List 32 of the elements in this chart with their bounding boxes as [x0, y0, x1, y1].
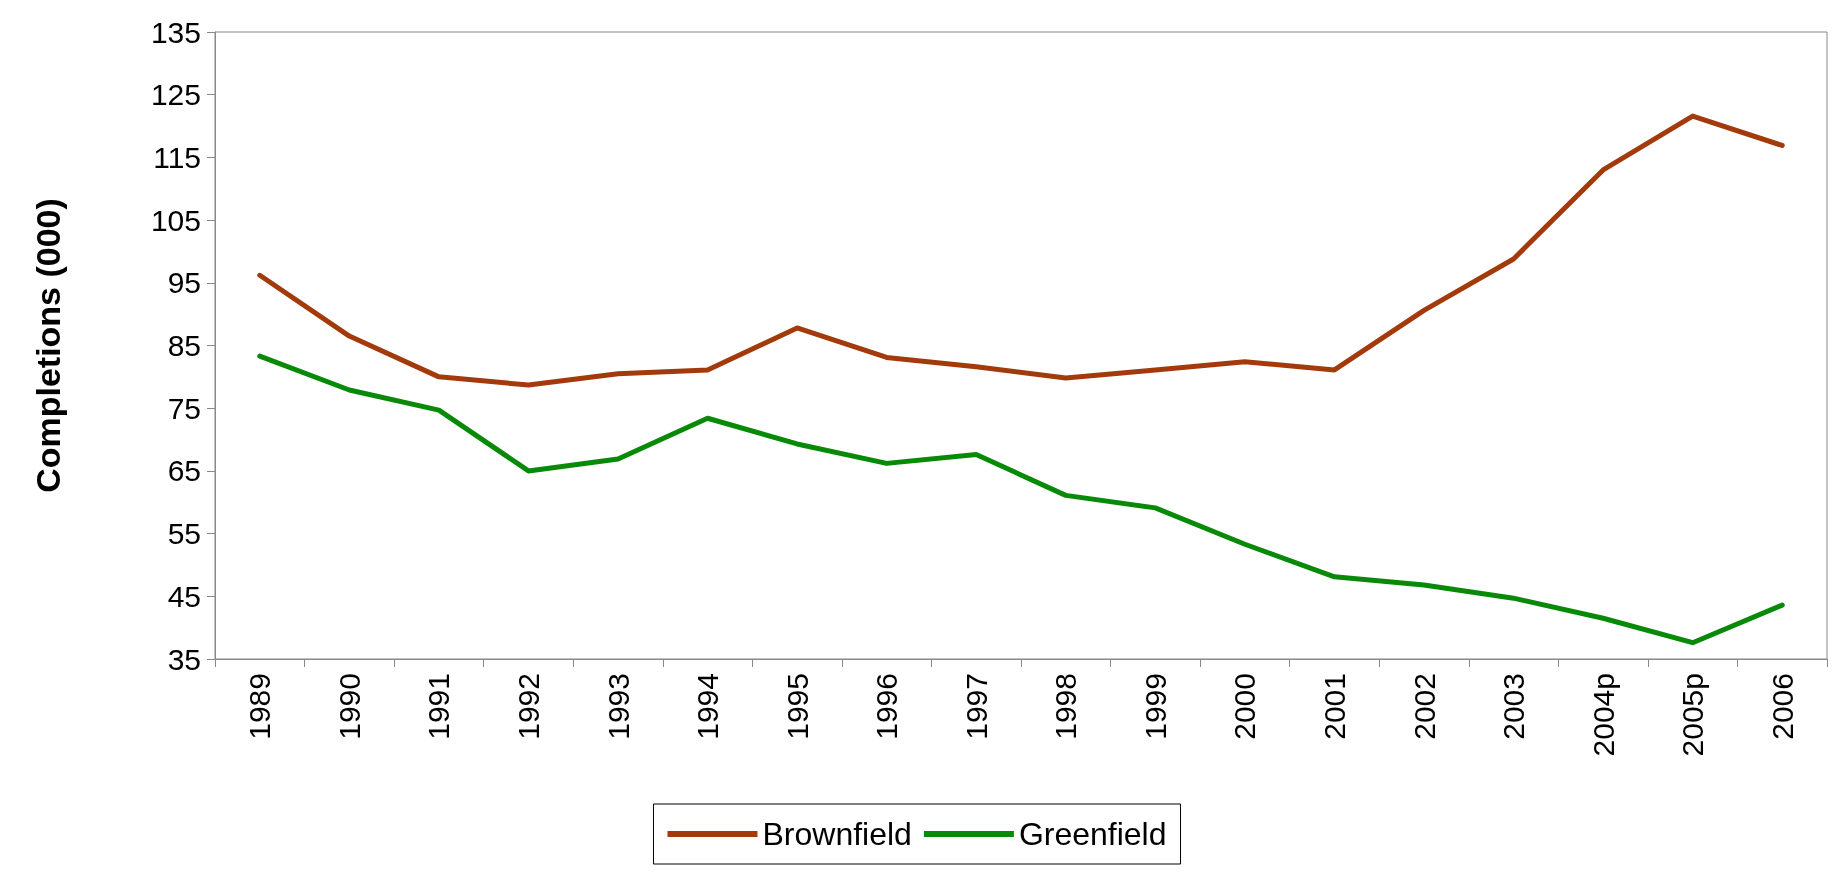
- x-tick-label: 1992: [511, 673, 545, 740]
- x-tick-label: 2004p: [1586, 673, 1620, 757]
- y-tick-label: 75: [167, 391, 201, 425]
- y-tick-label: 105: [150, 203, 201, 237]
- y-tick-label: 45: [167, 579, 201, 613]
- y-tick-label: 135: [150, 15, 201, 49]
- x-tick-label: 2001: [1317, 673, 1351, 740]
- x-tick-label: 1989: [243, 673, 277, 740]
- y-tick-label: 55: [167, 517, 201, 551]
- y-tick-label: 125: [150, 78, 201, 112]
- y-tick-label: 65: [167, 454, 201, 488]
- y-tick-label: 115: [153, 140, 201, 174]
- x-tick-label: 2006: [1765, 673, 1799, 740]
- x-tick-label: 2002: [1407, 673, 1441, 740]
- x-tick-label: 1990: [332, 673, 366, 740]
- legend-label: Greenfield: [1018, 816, 1167, 852]
- legend-label: Brownfield: [762, 816, 912, 852]
- x-tick-label: 1995: [780, 673, 814, 740]
- x-tick-label: 1994: [691, 673, 725, 740]
- x-tick-label: 2000: [1228, 673, 1262, 740]
- y-tick-label: 85: [167, 329, 201, 362]
- x-tick-label: 1999: [1138, 673, 1172, 740]
- y-tick-label: 35: [167, 642, 201, 676]
- x-tick-label: 1991: [422, 673, 456, 740]
- y-axis-title: Completions (000): [29, 198, 67, 493]
- x-tick-label: 2003: [1497, 673, 1531, 740]
- x-tick-label: 1998: [1049, 673, 1083, 740]
- x-tick-label: 1996: [870, 673, 904, 740]
- x-tick-label: 2005p: [1676, 673, 1710, 757]
- x-tick-label: 1997: [959, 673, 993, 740]
- y-tick-label: 95: [167, 266, 201, 300]
- x-tick-label: 1993: [601, 673, 635, 740]
